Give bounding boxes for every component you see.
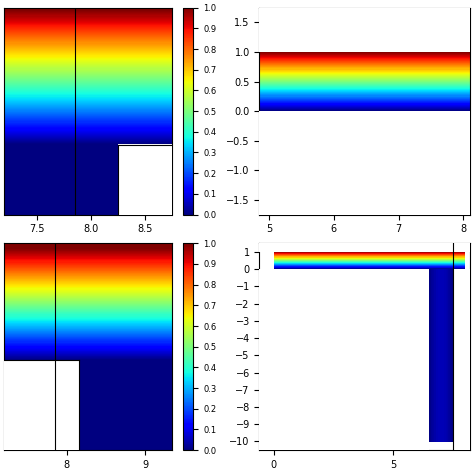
- Bar: [4, 361, 79, 450]
- Bar: [118, 145, 173, 215]
